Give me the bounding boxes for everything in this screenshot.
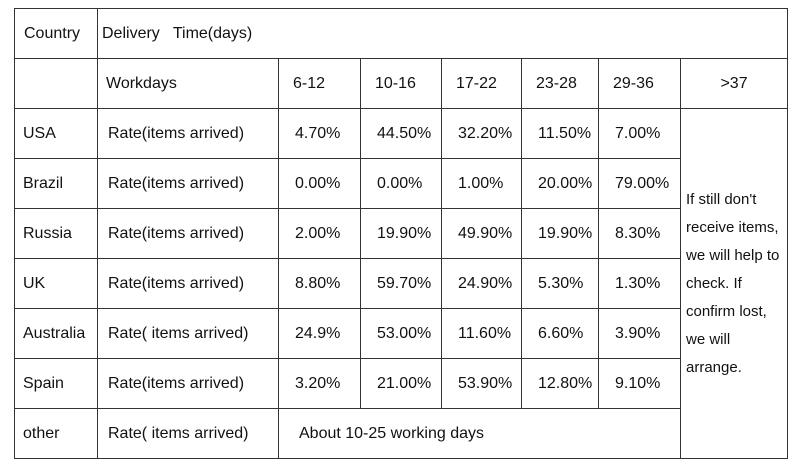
- cell: Rate(items arrived): [97, 158, 279, 209]
- cell: 29-36: [598, 58, 681, 109]
- cell: other: [14, 408, 98, 459]
- data-row: Spain Rate(items arrived) 3.20% 21.00% 53.90…: [14, 358, 788, 409]
- cell: Spain: [14, 358, 98, 409]
- cell: 0.00%: [278, 158, 361, 209]
- cell: Workdays: [97, 58, 279, 109]
- cell: 79.00%: [598, 158, 681, 209]
- table-body: Country Delivery Time(days) Workdays 6-12…: [14, 8, 789, 459]
- header-row: Workdays 6-12 10-16 17-22 23-28 29-36 >37: [14, 58, 789, 109]
- cell: Rate(items arrived): [97, 258, 279, 309]
- cell: 19.90%: [521, 208, 599, 259]
- cell: 20.00%: [521, 158, 599, 209]
- data-row: USA Rate(items arrived) 4.70% 44.50% 32.20% 1…: [14, 108, 789, 459]
- cell: 24.9%: [278, 308, 361, 359]
- cell: >37: [679, 58, 789, 109]
- cell: 32.20%: [441, 108, 522, 159]
- cell: Rate( items arrived): [97, 408, 279, 459]
- cell: Delivery Time(days): [96, 8, 789, 59]
- cell: 19.90%: [360, 208, 442, 259]
- cell: 2.00%: [278, 208, 361, 259]
- cell: 49.90%: [441, 208, 522, 259]
- cell: 0.00%: [360, 158, 442, 209]
- cell: 6-12: [278, 58, 361, 109]
- cell: 5.30%: [521, 258, 599, 309]
- cell: 23-28: [521, 58, 599, 109]
- cell: Country: [14, 8, 98, 59]
- cell: 21.00%: [360, 358, 442, 409]
- cell: About 10-25 working days: [278, 408, 681, 459]
- cell: 10-16: [360, 58, 442, 109]
- cell: 59.70%: [360, 258, 442, 309]
- cell: 53.00%: [360, 308, 442, 359]
- data-row: Australia Rate( items arrived) 24.9% 53.00%…: [14, 308, 788, 359]
- title-row: Country Delivery Time(days): [14, 8, 789, 59]
- cell: 8.80%: [278, 258, 361, 309]
- cell: [14, 58, 98, 109]
- other-row: other Rate( items arrived) About 10-25 wor…: [14, 408, 788, 459]
- cell: 11.60%: [441, 308, 522, 359]
- cell: 17-22: [441, 58, 522, 109]
- cell: 7.00%: [598, 108, 681, 159]
- cell: 24.90%: [441, 258, 522, 309]
- cell: UK: [14, 258, 98, 309]
- cell: Australia: [14, 308, 98, 359]
- cell: 6.60%: [521, 308, 599, 359]
- data-row: Brazil Rate(items arrived) 0.00% 0.00% 1.00%…: [14, 158, 788, 209]
- cell: 3.90%: [598, 308, 681, 359]
- cell: Rate(items arrived): [97, 358, 279, 409]
- note-cell: If still don't receive items, we will he…: [679, 108, 789, 459]
- delivery-table: Country Delivery Time(days) Workdays 6-12…: [14, 8, 789, 459]
- cell: 1.30%: [598, 258, 681, 309]
- cell: Brazil: [14, 158, 98, 209]
- cell: 11.50%: [521, 108, 599, 159]
- cell: 1.00%: [441, 158, 522, 209]
- cell: 3.20%: [278, 358, 361, 409]
- data-row: Russia Rate(items arrived) 2.00% 19.90% 49.9…: [14, 208, 788, 259]
- cell: Russia: [14, 208, 98, 259]
- cell: Rate(items arrived): [97, 108, 279, 159]
- cell: Rate( items arrived): [97, 308, 279, 359]
- cell: 12.80%: [521, 358, 599, 409]
- cell: 44.50%: [360, 108, 442, 159]
- cell: 8.30%: [598, 208, 681, 259]
- cell: Rate(items arrived): [97, 208, 279, 259]
- cell: 9.10%: [598, 358, 681, 409]
- cell: 53.90%: [441, 358, 522, 409]
- data-row: UK Rate(items arrived) 8.80% 59.70% 24.90% 5.…: [14, 258, 788, 309]
- cell: 4.70%: [278, 108, 361, 159]
- cell: USA: [14, 108, 98, 159]
